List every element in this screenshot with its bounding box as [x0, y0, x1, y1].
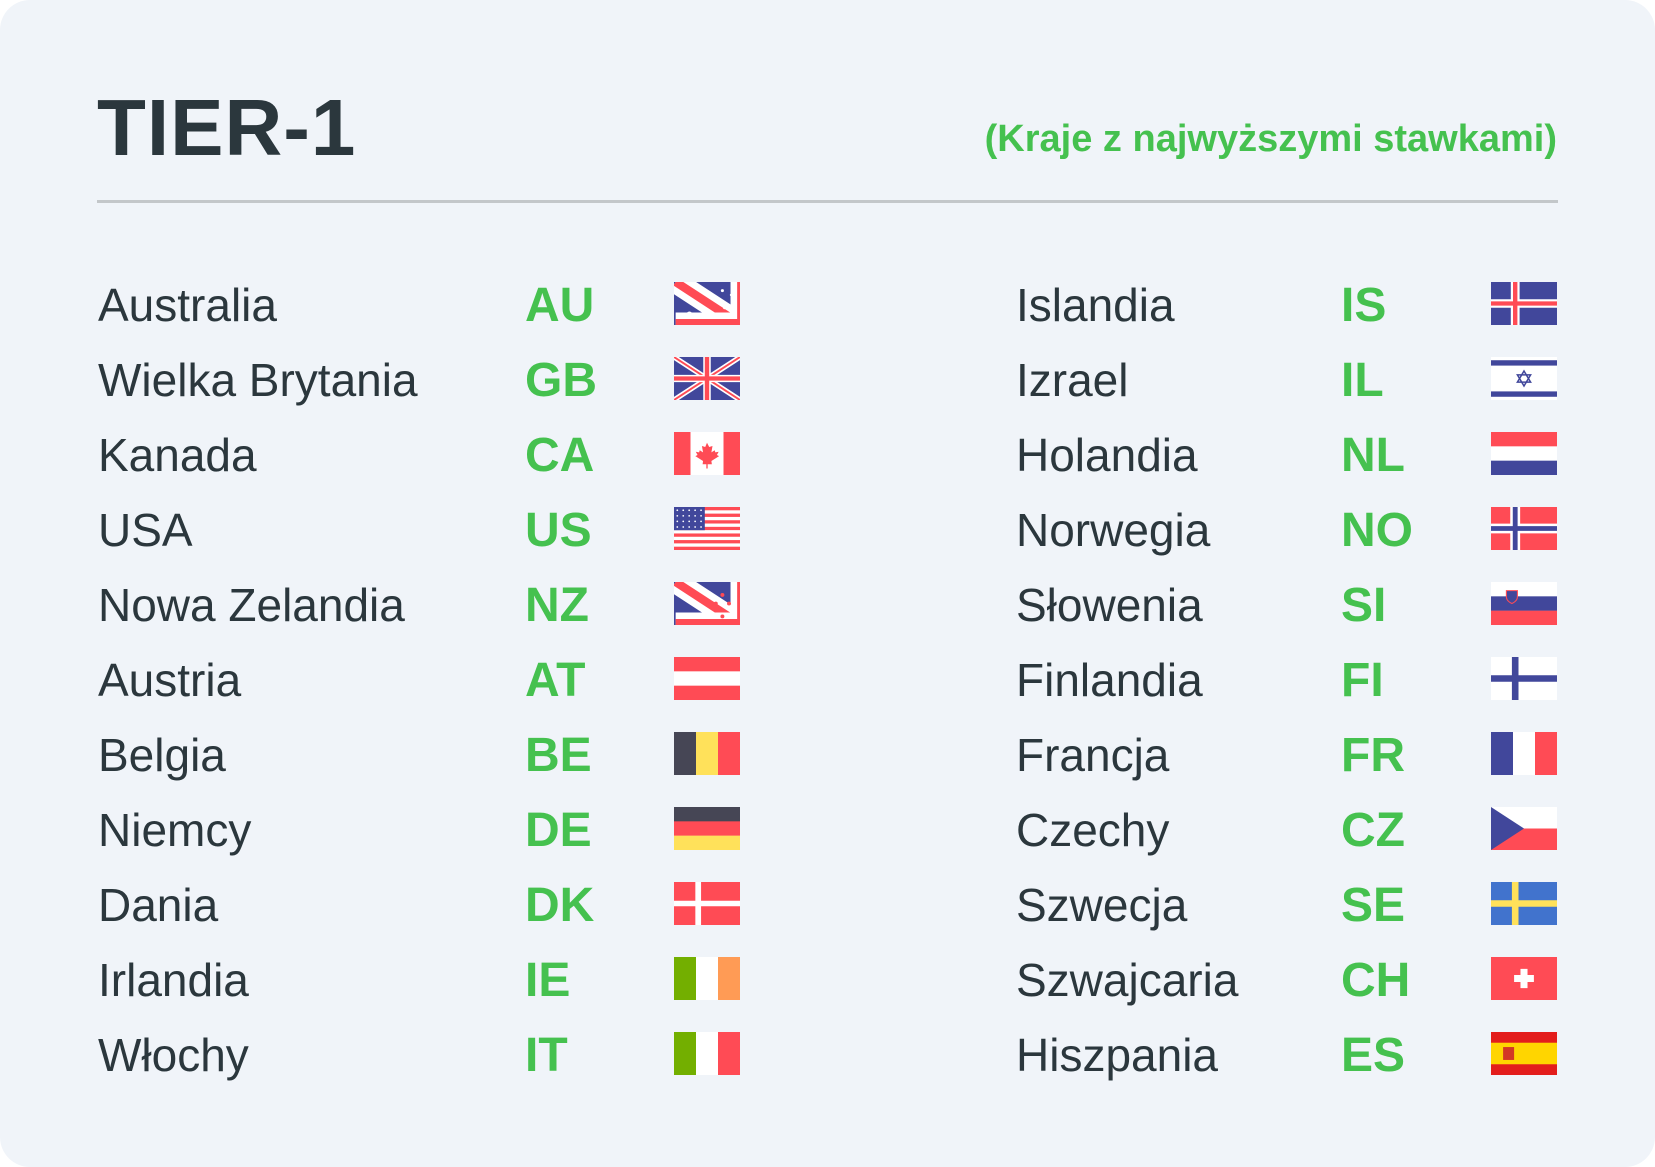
country-code: NL [1341, 429, 1405, 482]
country-name: Finlandia [1016, 654, 1203, 706]
country-code: IL [1341, 354, 1384, 407]
flag-finland-icon [1491, 657, 1557, 700]
flag-slovenia-icon [1491, 582, 1557, 625]
country-code: AU [525, 279, 595, 332]
country-name: Austria [98, 654, 242, 706]
country-code: DK [525, 879, 595, 932]
country-name: Australia [98, 279, 277, 331]
flag-iceland-icon [1491, 282, 1557, 325]
country-code: SI [1341, 579, 1387, 632]
country-code: NZ [525, 579, 589, 632]
country-name: Norwegia [1016, 504, 1211, 556]
country-name: Szwecja [1016, 879, 1188, 931]
country-name: Hiszpania [1016, 1029, 1218, 1081]
country-name: Wielka Brytania [98, 354, 418, 406]
country-name: Czechy [1016, 804, 1170, 856]
flag-australia-icon [674, 282, 740, 325]
flag-spain-icon [1491, 1032, 1557, 1075]
country-code: CH [1341, 954, 1411, 1007]
flag-norway-icon [1491, 507, 1557, 550]
country-code: IS [1341, 279, 1387, 332]
flag-france-icon [1491, 732, 1557, 775]
divider [97, 200, 1558, 203]
country-name: Holandia [1016, 429, 1198, 481]
country-code: IT [525, 1029, 568, 1082]
flag-germany-icon [674, 807, 740, 850]
country-name: Belgia [98, 729, 226, 781]
flag-austria-icon [674, 657, 740, 700]
flag-usa-icon [674, 507, 740, 550]
country-name: Francja [1016, 729, 1170, 781]
country-code: AT [525, 654, 586, 707]
flag-uk-icon [674, 357, 740, 400]
country-code: FR [1341, 729, 1405, 782]
country-code: FI [1341, 654, 1384, 707]
country-name: Nowa Zelandia [98, 579, 405, 631]
flag-new-zealand-icon [674, 582, 740, 625]
flag-denmark-icon [674, 882, 740, 925]
country-name: Kanada [98, 429, 257, 481]
flag-canada-icon [674, 432, 740, 475]
country-code: US [525, 504, 592, 557]
country-name: Słowenia [1016, 579, 1203, 631]
flag-netherlands-icon [1491, 432, 1557, 475]
flag-italy-icon [674, 1032, 740, 1075]
flag-czechia-icon [1491, 807, 1557, 850]
country-code: GB [525, 354, 597, 407]
country-name: USA [98, 504, 193, 556]
country-code: CA [525, 429, 595, 482]
country-code: IE [525, 954, 571, 1007]
country-code: ES [1341, 1029, 1406, 1082]
country-name: Włochy [98, 1029, 249, 1081]
flag-sweden-icon [1491, 882, 1557, 925]
country-name: Szwajcaria [1016, 954, 1239, 1006]
country-code: BE [525, 729, 592, 782]
flag-switzerland-icon [1491, 957, 1557, 1000]
country-code: SE [1341, 879, 1406, 932]
page-subtitle: (Kraje z najwyższymi stawkami) [984, 118, 1557, 160]
country-name: Niemcy [98, 804, 252, 856]
flag-ireland-icon [674, 957, 740, 1000]
country-name: Izrael [1016, 354, 1129, 406]
country-code: DE [525, 804, 592, 857]
country-name: Dania [98, 879, 219, 931]
country-code: CZ [1341, 804, 1405, 857]
flag-belgium-icon [674, 732, 740, 775]
country-name: Islandia [1016, 279, 1175, 331]
country-code: NO [1341, 504, 1413, 557]
page-title: TIER-1 [97, 83, 357, 172]
flag-israel-icon [1491, 357, 1557, 400]
country-name: Irlandia [98, 954, 249, 1006]
